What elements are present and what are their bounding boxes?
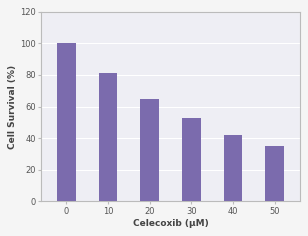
Bar — [182, 118, 201, 201]
Bar — [99, 73, 117, 201]
Bar — [224, 135, 242, 201]
Bar — [265, 146, 284, 201]
Bar — [57, 43, 76, 201]
X-axis label: Celecoxib (μM): Celecoxib (μM) — [133, 219, 209, 228]
Bar — [140, 99, 159, 201]
Y-axis label: Cell Survival (%): Cell Survival (%) — [8, 64, 17, 149]
